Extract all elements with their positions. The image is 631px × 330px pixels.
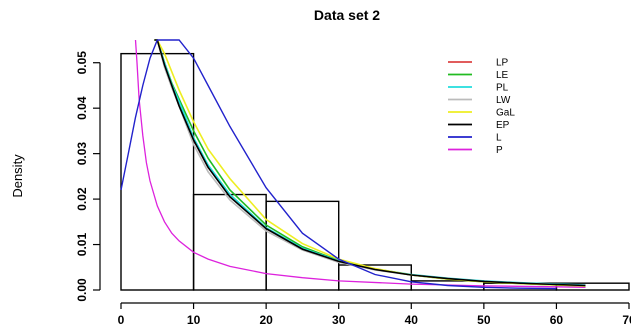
x-tick-label: 10 (187, 313, 201, 327)
y-tick-label: 0.01 (75, 233, 89, 257)
x-tick-label: 30 (332, 313, 346, 327)
legend-label-EP: EP (496, 120, 510, 131)
y-axis-label: Density (10, 154, 25, 198)
y-tick-label: 0.02 (75, 187, 89, 211)
histogram-bar-0 (120, 52, 195, 291)
series-line-EP (154, 39, 586, 287)
series-line-PL (154, 39, 586, 286)
histogram-bar-1 (192, 193, 267, 291)
x-tick-label: 50 (477, 313, 491, 327)
x-tick-label: 70 (622, 313, 631, 327)
y-tick-label: 0.04 (75, 96, 89, 120)
y-tick-label: 0.05 (75, 51, 89, 75)
axes: 0 10 20 30 40 50 60 70 0.00 0.01 0.02 0.03 0.04 0.05 (75, 51, 631, 327)
histogram-bar-3 (338, 264, 412, 291)
legend-label-LP: LP (496, 58, 509, 69)
legend-label-P: P (496, 145, 503, 156)
x-tick-label: 40 (405, 313, 419, 327)
x-tick-label: 60 (550, 313, 564, 327)
series-line-P (134, 39, 586, 288)
series-line-L (120, 39, 557, 290)
x-tick-label: 20 (259, 313, 273, 327)
x-tick-label: 0 (118, 313, 125, 327)
legend-label-L: L (496, 133, 502, 144)
y-tick-label: 0.00 (75, 278, 89, 302)
density-curves (120, 39, 586, 290)
histogram-bar-2 (265, 200, 340, 291)
legend-label-PL: PL (496, 83, 509, 94)
legend-label-LW: LW (496, 95, 511, 106)
legend-label-LE: LE (496, 70, 509, 81)
series-line-GaL (154, 39, 586, 287)
legend-label-GaL: GaL (496, 108, 515, 119)
chart-title: Data set 2 (314, 7, 380, 23)
y-tick-label: 0.03 (75, 142, 89, 166)
